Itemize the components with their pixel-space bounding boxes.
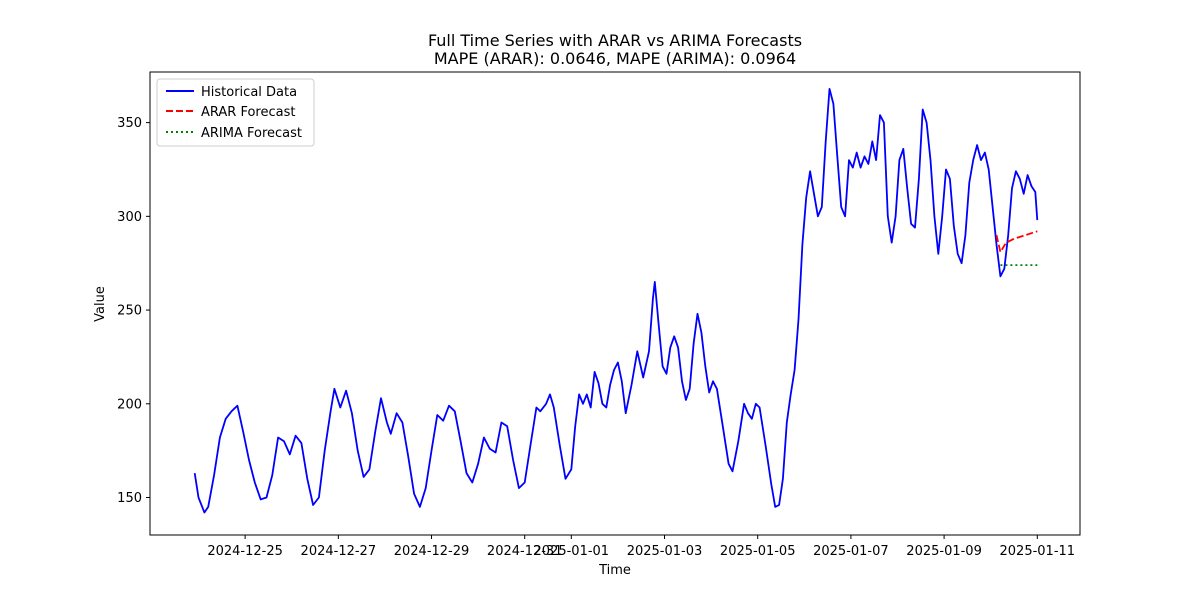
y-tick-label-2: 250 — [117, 304, 142, 319]
x-tick-label-1: 2024-12-27 — [301, 544, 377, 559]
x-tick-label-6: 2025-01-05 — [720, 544, 796, 559]
y-axis-ticks: 150 200 250 300 350 — [117, 116, 150, 506]
x-tick-label-9: 2025-01-11 — [1000, 544, 1076, 559]
x-tick-label-2: 2024-12-29 — [394, 544, 470, 559]
y-tick-label-4: 350 — [117, 116, 142, 131]
series-layer — [193, 88, 1039, 514]
series-line-1 — [995, 230, 1038, 253]
plot-background — [150, 72, 1080, 535]
legend-box — [156, 78, 315, 147]
series-line-0 — [193, 88, 1039, 514]
legend-label-historical: Historical Data — [201, 85, 297, 100]
x-tick-label-7: 2025-01-07 — [813, 544, 889, 559]
legend-label-arima: ARIMA Forecast — [201, 126, 302, 141]
x-tick-label-5: 2025-01-03 — [627, 544, 703, 559]
x-tick-label-4: 2025-01-01 — [534, 544, 610, 559]
y-tick-label-3: 300 — [117, 210, 142, 225]
y-tick-label-1: 200 — [117, 397, 142, 412]
y-axis-label: Value — [93, 286, 108, 322]
x-tick-label-8: 2025-01-09 — [906, 544, 982, 559]
y-tick-label-0: 150 — [117, 491, 142, 506]
axes-frame — [149, 71, 1081, 536]
legend-label-arar: ARAR Forecast — [201, 105, 295, 120]
chart-title: Full Time Series with ARAR vs ARIMA Fore… — [428, 31, 802, 50]
x-tick-label-3: 2024-12-31 — [487, 544, 563, 559]
x-axis-label: Time — [598, 563, 631, 578]
x-tick-label-0: 2024-12-25 — [207, 544, 283, 559]
chart-subtitle: MAPE (ARAR): 0.0646, MAPE (ARIMA): 0.096… — [434, 49, 796, 68]
plot-area — [150, 72, 1080, 535]
legend: Historical Data ARAR Forecast ARIMA Fore… — [156, 78, 315, 147]
x-axis-ticks: 2024-12-25 2024-12-27 2024-12-29 2024-12-31… — [207, 535, 1075, 559]
